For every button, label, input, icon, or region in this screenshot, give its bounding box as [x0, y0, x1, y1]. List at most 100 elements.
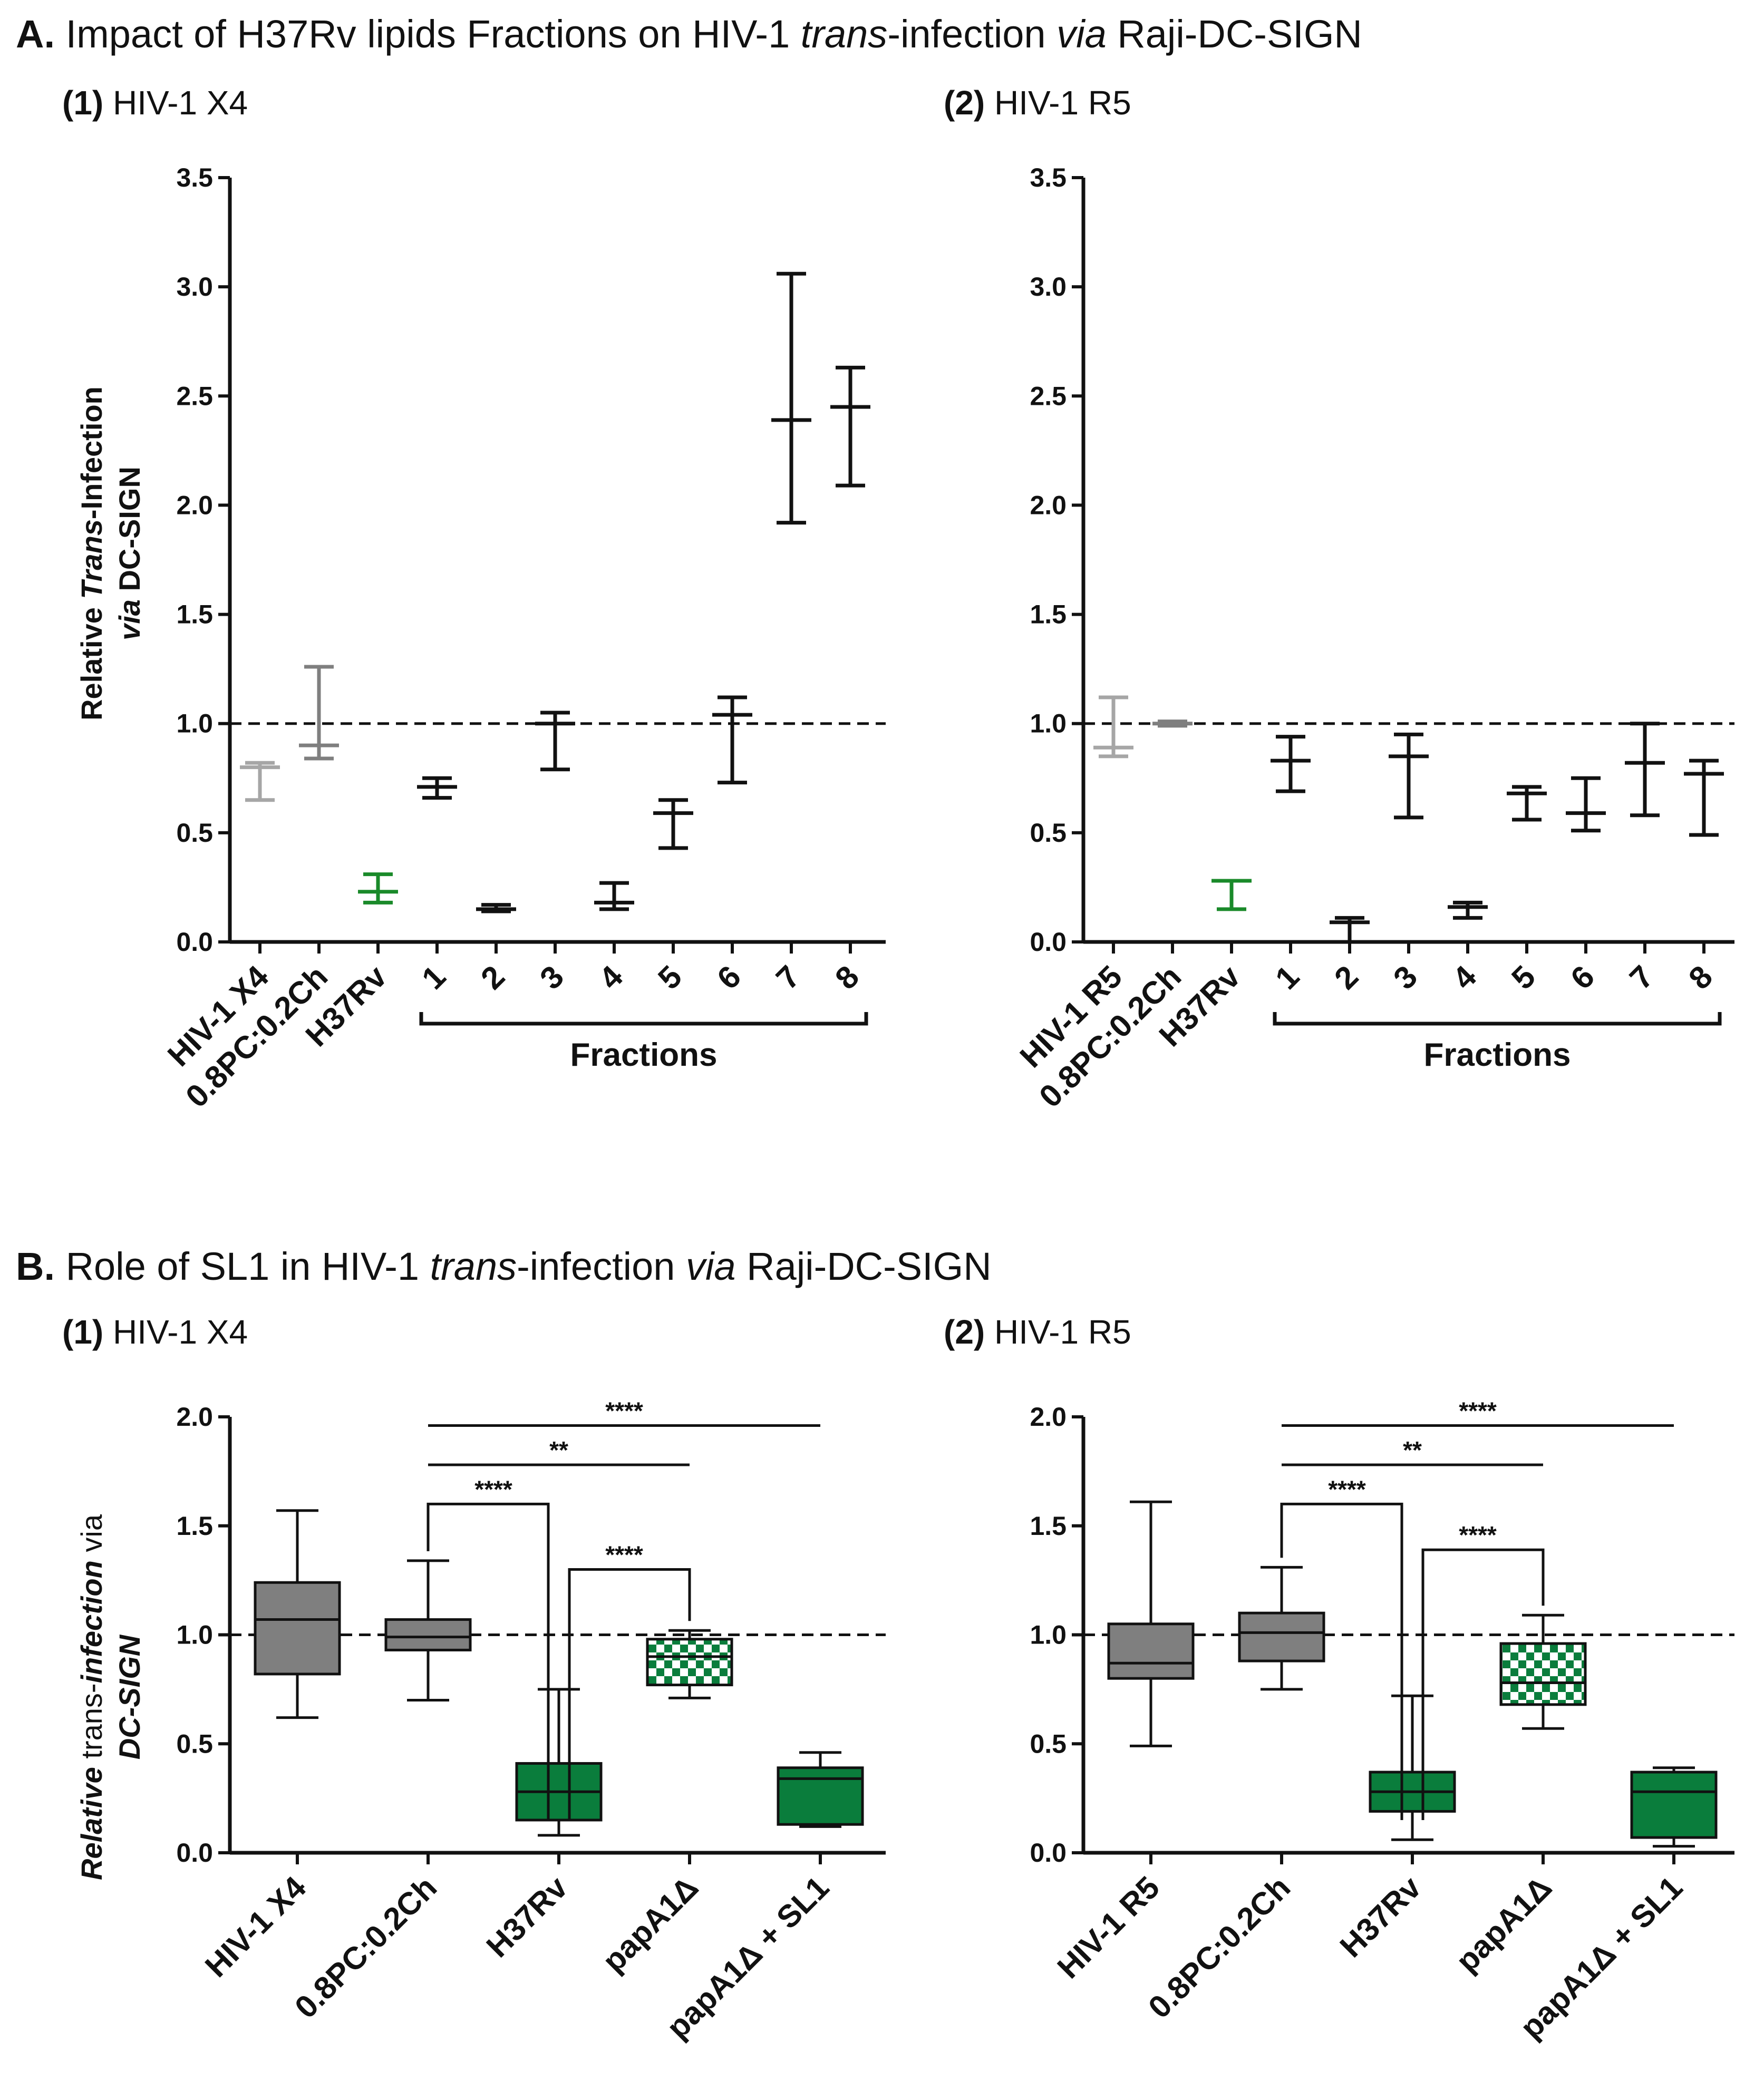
b1-significance-1: **** — [428, 1397, 820, 1427]
b1-significance-2: ** — [428, 1436, 690, 1466]
a2-category-label: 2 — [1327, 959, 1365, 996]
a2-y-tick-label: 3.0 — [1030, 272, 1067, 302]
svg-text:DC-SIGN: DC-SIGN — [113, 1634, 146, 1759]
b1-significance-label: **** — [605, 1397, 643, 1425]
a1-fractions-label: Fractions — [570, 1037, 717, 1073]
a2-category-label: 5 — [1505, 959, 1542, 996]
b2-y-tick-label: 0.0 — [1030, 1838, 1067, 1868]
a1-y-axis-label: Relative Trans-Infection via DC-SIGN — [75, 386, 146, 721]
svg-text:via DC-SIGN: via DC-SIGN — [113, 466, 146, 640]
a1-errorbar-3 — [358, 872, 398, 905]
a1-errorbar-10 — [771, 271, 811, 525]
b2-significance-4: **** — [1421, 1521, 1545, 1820]
a1-y-tick-label: 1.5 — [176, 600, 213, 629]
a2-y-tick-label: 2.5 — [1030, 381, 1067, 411]
b2-y-tick-label: 1.0 — [1030, 1620, 1067, 1650]
a2-category-label: 7 — [1623, 959, 1660, 996]
a2-category-label: 1 — [1268, 959, 1306, 996]
b2-iqr-box — [1107, 1622, 1195, 1680]
a1-errorbar-4 — [417, 776, 457, 800]
b2-significance-3: **** — [1280, 1475, 1403, 1820]
b1-y-tick-label: 0.0 — [176, 1838, 213, 1868]
b1-y-tick-label: 2.0 — [176, 1402, 213, 1432]
b2-iqr-box — [1238, 1611, 1325, 1662]
b1-category-label: 0.8PC:0.2Ch — [288, 1870, 443, 2025]
a2-fractions-label: Fractions — [1423, 1037, 1571, 1073]
b2-category-label: H37Rv — [1333, 1869, 1428, 1964]
b2-category-label: papA1Δ — [1449, 1870, 1559, 1979]
a1-errorbar-5 — [476, 903, 516, 913]
a1-y-tick-label: 3.5 — [176, 163, 213, 192]
b2-box-1 — [1107, 1500, 1195, 1747]
a2-errorbar-10 — [1625, 722, 1665, 818]
a1-errorbar-11 — [830, 365, 870, 488]
b1-iqr-box — [254, 1581, 341, 1676]
b1-iqr-box — [777, 1766, 864, 1826]
panel-b2-subtitle: (2) HIV-1 R5 — [944, 1313, 1131, 1351]
b1-y-axis-label: Relative trans-infection via DC-SIGN — [75, 1514, 146, 1880]
b2-significance-label: ** — [1403, 1436, 1422, 1464]
b1-box-2 — [384, 1559, 472, 1702]
a2-errorbar-1 — [1093, 695, 1133, 759]
b1-significance-label: ** — [549, 1436, 568, 1464]
svg-text:Relative trans-infection via: Relative trans-infection via — [75, 1514, 108, 1880]
a1-category-label: 2 — [474, 959, 511, 996]
b2-iqr-box — [1499, 1642, 1587, 1706]
b2-significance-bracket — [1280, 1502, 1403, 1820]
b1-y-tick-label: 1.0 — [176, 1620, 213, 1650]
a1-errorbar-1 — [240, 761, 280, 802]
a2-category-label: 6 — [1564, 959, 1601, 996]
a2-y-tick-label: 1.0 — [1030, 709, 1067, 738]
b2-significance-1: **** — [1282, 1397, 1674, 1427]
b2-box-5 — [1630, 1766, 1718, 1848]
a1-y-tick-label: 2.5 — [176, 381, 213, 411]
a2-errorbar-7 — [1448, 900, 1488, 920]
b2-significance-label: **** — [1328, 1475, 1366, 1503]
b1-box-3 — [515, 1688, 603, 1837]
a2-y-tick-label: 0.0 — [1030, 927, 1067, 957]
a2-y-tick-label: 0.5 — [1030, 818, 1067, 848]
a1-category-label: 6 — [710, 959, 748, 996]
b1-box-1 — [254, 1509, 341, 1719]
a2-category-label: 4 — [1446, 958, 1483, 996]
a1-category-label: 7 — [769, 959, 807, 996]
a1-category-label: 3 — [533, 959, 570, 996]
a1-errorbar-2 — [299, 665, 339, 761]
a2-category-label: 3 — [1387, 959, 1424, 996]
a1-category-label: 8 — [828, 959, 866, 996]
chart-b2-hiv1-r5: 0.0 0.5 1.0 1.5 2.0 HIV-1 R50.8PC:0.2Ch H37Rv p… — [1030, 1397, 1734, 2046]
b1-y-tick-label: 1.5 — [176, 1511, 213, 1541]
panel-a2-subtitle: (2) HIV-1 R5 — [944, 84, 1131, 122]
svg-text:Relative Trans-Infection: Relative Trans-Infection — [75, 386, 108, 721]
a1-category-label: 5 — [651, 959, 689, 996]
a1-y-tick-label: 2.0 — [176, 490, 213, 520]
a1-y-tick-label: 1.0 — [176, 709, 213, 738]
b1-significance-label: **** — [605, 1541, 643, 1568]
chart-b1-hiv1-x4: 0.0 0.5 1.0 1.5 2.0 HIV-1 X40.8PC:0.2Ch H37Rv p… — [176, 1397, 886, 2046]
b1-significance-4: **** — [568, 1541, 691, 1820]
a1-y-tick-label: 3.0 — [176, 272, 213, 302]
a2-errorbar-6 — [1389, 732, 1429, 820]
a1-y-tick-label: 0.0 — [176, 927, 213, 957]
b2-box-2 — [1238, 1565, 1325, 1691]
b1-category-label: papA1Δ — [596, 1870, 705, 1979]
a2-errorbar-11 — [1684, 759, 1724, 837]
a1-errorbar-9 — [712, 695, 752, 785]
b1-iqr-box — [384, 1618, 472, 1651]
a2-errorbar-3 — [1211, 879, 1252, 911]
a1-fractions-bracket — [419, 1012, 868, 1026]
b1-category-label: H37Rv — [480, 1869, 575, 1964]
b1-significance-label: **** — [474, 1475, 512, 1503]
b2-y-tick-label: 2.0 — [1030, 1402, 1067, 1432]
b2-category-label: HIV-1 R5 — [1051, 1870, 1167, 1986]
b1-significance-bracket — [568, 1568, 691, 1820]
b1-significance-bracket — [427, 1502, 550, 1820]
b2-iqr-box — [1630, 1771, 1718, 1839]
a2-fractions-bracket — [1273, 1012, 1722, 1026]
panel-b-title: B. Role of SL1 in HIV-1 trans-infection … — [16, 1244, 992, 1288]
b2-box-3 — [1369, 1694, 1456, 1841]
b2-significance-2: ** — [1282, 1436, 1543, 1466]
